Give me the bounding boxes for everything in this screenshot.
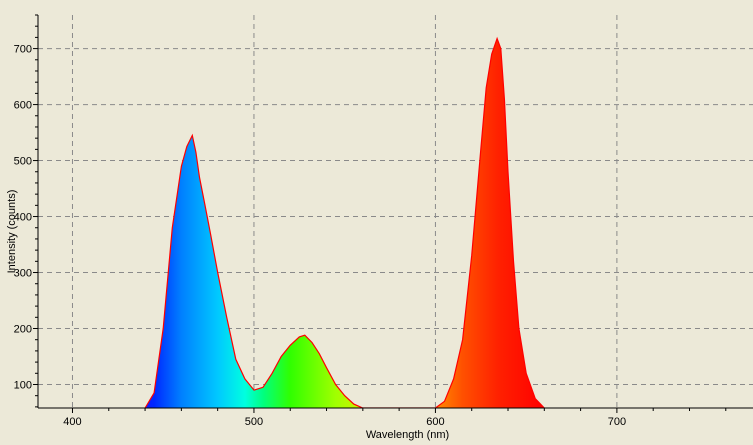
x-tick-label: 600: [426, 416, 444, 428]
spectrum-area: [145, 38, 545, 408]
plot-area: [38, 15, 753, 408]
gridlines: [38, 15, 753, 408]
y-axis-title: Intensity (counts): [6, 190, 18, 274]
axes: [37, 15, 753, 409]
series-group: [144, 36, 545, 408]
x-axis-title: Wavelength (nm): [366, 429, 449, 441]
tick-group: 100 200 300 400 500 600 700 400 500 600 700: [14, 14, 727, 428]
x-tick-label: 700: [608, 416, 626, 428]
y-tick-label: 100: [14, 379, 32, 391]
y-tick-label: 700: [14, 44, 32, 56]
y-tick-label: 400: [14, 212, 32, 224]
x-tick-label: 400: [63, 416, 81, 428]
x-tick-label: 500: [245, 416, 263, 428]
y-tick-label: 500: [14, 156, 32, 168]
y-tick-label: 600: [14, 100, 32, 112]
spectrum-outline: [144, 36, 545, 408]
y-tick-label: 300: [14, 268, 32, 280]
y-tick-label: 200: [14, 324, 32, 336]
